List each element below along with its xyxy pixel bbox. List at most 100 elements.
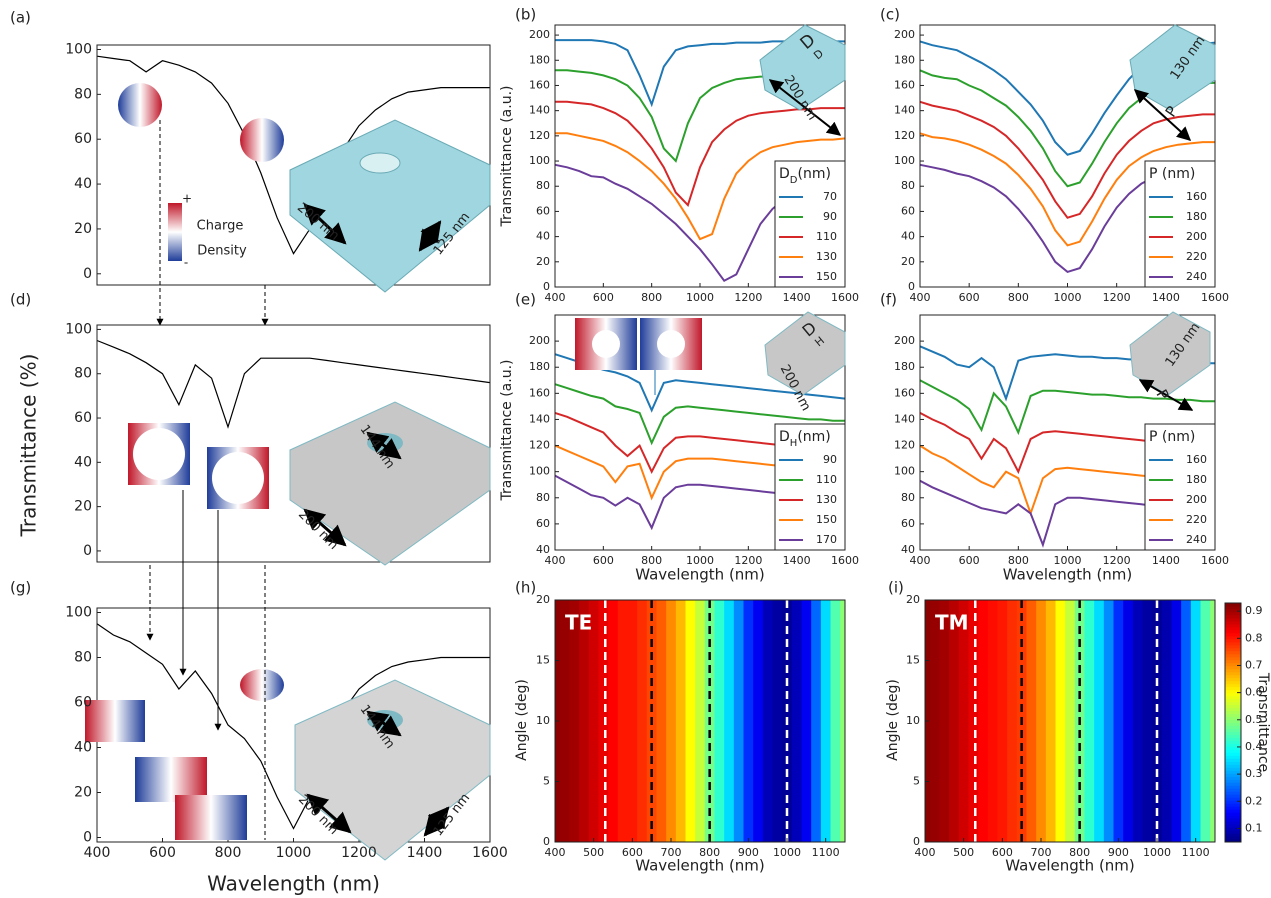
colorbar-step xyxy=(1225,716,1241,721)
heat-cell xyxy=(997,600,1008,842)
colorbar-tick-label: 0.1 xyxy=(1245,821,1263,834)
legend-label: 160 xyxy=(1186,453,1207,466)
y-tick-label: 200 xyxy=(529,28,550,41)
colorbar-step xyxy=(1225,719,1241,723)
colorbar-tick-label: 0.4 xyxy=(1245,740,1263,753)
series-line xyxy=(96,623,490,830)
panel-label: (a) xyxy=(10,9,31,27)
colorbar-step xyxy=(1225,731,1241,735)
x-axis-label: Wavelength (nm) xyxy=(1005,857,1135,875)
legend-label: 200 xyxy=(1186,230,1207,243)
legend-title-part: D xyxy=(779,166,790,182)
legend-box xyxy=(1144,423,1216,551)
colorbar-step xyxy=(1225,608,1241,613)
panel-label: (i) xyxy=(888,579,904,597)
panel-label: (c) xyxy=(880,6,900,24)
heat-cell xyxy=(579,600,590,842)
y-tick-label: 160 xyxy=(894,386,915,399)
y-tick-label: 200 xyxy=(529,334,550,347)
annotation: - xyxy=(184,256,188,270)
legend-title: P (nm) xyxy=(1149,429,1195,445)
panel-label: (h) xyxy=(515,579,536,597)
x-tick-label: 1000 xyxy=(686,291,714,304)
colorbar-step xyxy=(1225,659,1241,664)
inset-structure xyxy=(294,679,491,861)
panel-label: (b) xyxy=(515,6,536,24)
colorbar-step xyxy=(1225,788,1241,792)
heat-cell xyxy=(675,600,686,842)
legend-title-part: H xyxy=(790,438,798,449)
colorbar-step xyxy=(1225,830,1241,834)
x-tick-label: 1400 xyxy=(407,845,443,861)
y-axis-label: Transmittance (a.u.) xyxy=(499,360,515,502)
colorbar-step xyxy=(1225,722,1241,726)
colorbar-step xyxy=(1225,803,1241,807)
heat-cell xyxy=(617,600,628,842)
y-tick-label: 80 xyxy=(536,491,550,504)
heat-cell xyxy=(958,600,969,842)
colorbar-step xyxy=(1225,668,1241,673)
colorbar-tick-label: 0.7 xyxy=(1245,658,1263,671)
y-tick-label: 100 xyxy=(894,465,915,478)
colorbar-step xyxy=(1225,665,1241,670)
panel-label: (e) xyxy=(515,291,536,309)
y-axis-label: Transmittance (a.u.) xyxy=(499,86,515,228)
dimension-arrow xyxy=(1138,379,1194,411)
x-tick-label: 1200 xyxy=(734,291,762,304)
colorbar-step xyxy=(1225,761,1241,765)
colorbar-step xyxy=(1225,617,1241,622)
heat-cell xyxy=(627,600,638,842)
heat-cell xyxy=(1200,600,1211,842)
panel xyxy=(96,324,491,563)
heat-cell xyxy=(978,600,989,842)
x-tick-label: 1100 xyxy=(1182,846,1210,859)
annotation: + xyxy=(182,192,192,206)
heat-cell xyxy=(666,600,677,842)
colorbar-step xyxy=(1225,758,1241,762)
colorbar-tick-label: 0.5 xyxy=(1245,713,1263,726)
colorbar-step xyxy=(1225,662,1241,667)
colorbar-step xyxy=(1225,638,1241,643)
colorbar-step xyxy=(1225,644,1241,649)
y-tick-label: 140 xyxy=(529,412,550,425)
y-tick-label: 20 xyxy=(906,593,920,606)
x-tick-label: 800 xyxy=(1008,291,1029,304)
legend-label: 150 xyxy=(816,270,837,283)
dimension-arrow xyxy=(366,710,402,737)
polarization-tag: TM xyxy=(935,611,969,635)
heat-cell xyxy=(762,600,773,842)
y-tick-label: 100 xyxy=(65,605,92,621)
y-tick-label: 20 xyxy=(536,593,550,606)
heat-cell xyxy=(939,600,950,842)
plot-frame xyxy=(96,324,491,563)
x-tick-label: 1600 xyxy=(1201,554,1229,567)
dimension-arrow xyxy=(366,431,402,460)
y-tick-label: 80 xyxy=(901,491,915,504)
colorbar-step xyxy=(1225,776,1241,780)
heat-cell xyxy=(753,600,764,842)
annotation: Density xyxy=(197,244,247,259)
legend-label: 110 xyxy=(816,473,837,486)
x-axis-label: Wavelength (nm) xyxy=(635,857,765,875)
x-tick-label: 1400 xyxy=(783,291,811,304)
y-tick-label: 60 xyxy=(536,204,550,217)
y-tick-label: 20 xyxy=(74,499,92,515)
heat-cell xyxy=(987,600,998,842)
colorbar-step xyxy=(1225,746,1241,750)
y-tick-label: 0 xyxy=(543,835,550,848)
x-tick-label: 1100 xyxy=(812,846,840,859)
colorbar-step xyxy=(1225,743,1241,747)
x-tick-label: 600 xyxy=(992,846,1013,859)
x-tick-label: 1400 xyxy=(783,554,811,567)
y-tick-label: 60 xyxy=(901,517,915,530)
colorbar-step xyxy=(1225,603,1241,607)
x-tick-label: 1600 xyxy=(831,554,859,567)
colorbar-step xyxy=(1225,686,1241,691)
colorbar-step xyxy=(1225,794,1241,798)
y-tick-label: 20 xyxy=(901,255,915,268)
heat-cell xyxy=(968,600,979,842)
heat-cell xyxy=(685,600,696,842)
heat-cell xyxy=(608,600,619,842)
y-tick-label: 40 xyxy=(74,740,92,756)
x-tick-label: 1000 xyxy=(1054,554,1082,567)
